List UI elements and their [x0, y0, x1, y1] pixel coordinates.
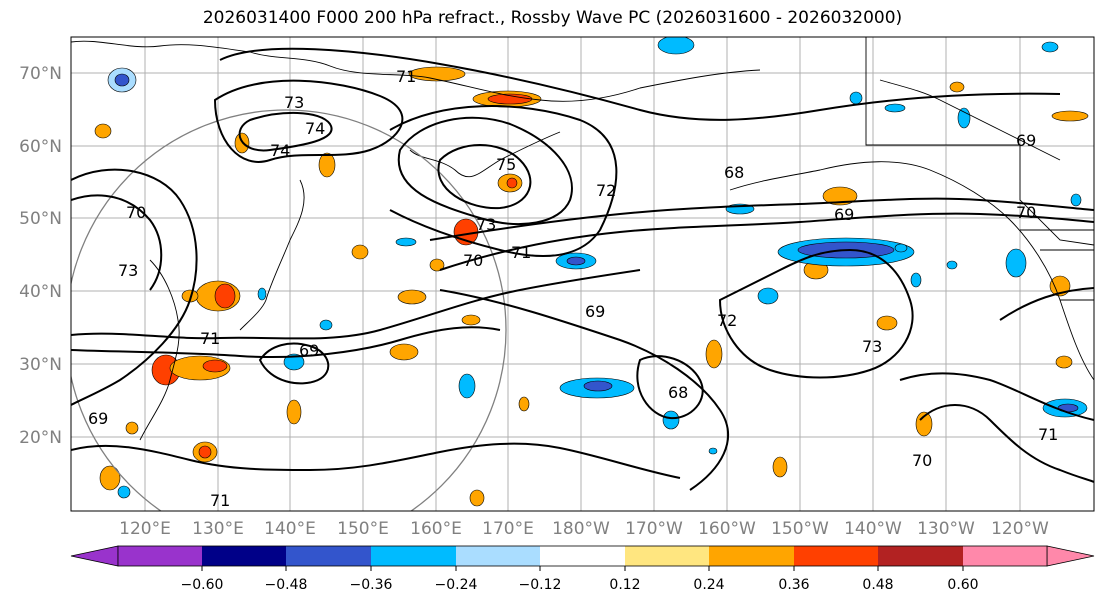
lon-label: 170°E [482, 519, 534, 539]
contour-label: 72 [596, 181, 616, 200]
colorbar-swatch [625, 546, 709, 566]
refractivity-contours [71, 47, 1094, 491]
contour-label: 70 [912, 451, 932, 470]
contour-label: 71 [1038, 425, 1058, 444]
graticule [71, 37, 1094, 511]
lon-label: 140°E [264, 519, 316, 539]
colorbar-left-extension [70, 545, 119, 567]
contour-label: 68 [668, 383, 688, 402]
lat-label: 30°N [19, 355, 62, 375]
map-frame [70, 36, 1095, 512]
influence-circle [71, 109, 507, 511]
contour-label: 73 [862, 337, 882, 356]
contour-label: 70 [126, 203, 146, 222]
lat-label: 60°N [19, 137, 62, 157]
lat-label: 50°N [19, 209, 62, 229]
contour-label: 70 [1016, 203, 1036, 222]
colorbar-tick: −0.36 [350, 577, 393, 593]
colorbar-tick: 0.60 [947, 577, 978, 593]
colorbar-tick: 0.48 [862, 577, 893, 593]
colorbar: −0.60 −0.48 −0.36 −0.24 −0.12 0.12 0.24 … [70, 545, 1095, 593]
longitude-labels: 120°E 130°E 140°E 150°E 160°E 170°E 180°… [119, 519, 1049, 539]
lat-label: 40°N [19, 282, 62, 302]
colorbar-tick: 0.24 [693, 577, 724, 593]
lon-label: 170°W [625, 519, 683, 539]
contour-label: 68 [724, 163, 744, 182]
lon-label: 130°W [917, 519, 975, 539]
colorbar-swatch [794, 546, 878, 566]
contour-label: 69 [834, 205, 854, 224]
latitude-labels: 70°N 60°N 50°N 40°N 30°N 20°N [19, 64, 62, 448]
colorbar-swatch [456, 546, 540, 566]
lon-label: 160°E [410, 519, 462, 539]
colorbar-tick: 0.36 [778, 577, 809, 593]
colorbar-right-extension [1046, 545, 1095, 567]
colorbar-swatch [118, 546, 202, 566]
lat-label: 70°N [19, 64, 62, 84]
lon-label: 120°W [991, 519, 1049, 539]
contour-label: 75 [496, 155, 516, 174]
lon-label: 120°E [119, 519, 171, 539]
contour-label: 69 [88, 409, 108, 428]
colorbar-swatch [540, 546, 625, 566]
contour-labels: 71 73 74 74 75 72 73 71 70 69 69 68 72 7… [88, 67, 1058, 510]
contour-label: 74 [305, 119, 325, 138]
colorbar-swatch [963, 546, 1047, 566]
contour-label: 70 [463, 251, 483, 270]
colorbar-tick: −0.24 [435, 577, 478, 593]
lon-label: 130°E [192, 519, 244, 539]
lon-label: 150°E [337, 519, 389, 539]
lon-label: 140°W [844, 519, 902, 539]
contour-label: 71 [511, 243, 531, 262]
map-area [71, 37, 1094, 511]
contour-label: 73 [284, 93, 304, 112]
colorbar-tick: −0.60 [181, 577, 224, 593]
lon-label: 180°W [552, 519, 610, 539]
lon-label: 150°W [771, 519, 829, 539]
contour-label: 74 [270, 141, 290, 160]
contour-label: 73 [118, 261, 138, 280]
contour-label: 69 [585, 302, 605, 321]
contour-label: 72 [717, 311, 737, 330]
contour-label: 69 [299, 341, 319, 360]
lon-label: 160°W [698, 519, 756, 539]
colorbar-tick: −0.48 [265, 577, 308, 593]
contour-label: 69 [1016, 131, 1036, 150]
colorbar-swatch [286, 546, 371, 566]
contour-label: 71 [210, 491, 230, 510]
contour-label: 71 [200, 329, 220, 348]
contour-label: 73 [476, 215, 496, 234]
colorbar-swatch [371, 546, 456, 566]
colorbar-tick: 0.12 [609, 577, 640, 593]
colorbar-swatch [709, 546, 794, 566]
colorbar-swatch [878, 546, 963, 566]
lat-label: 20°N [19, 428, 62, 448]
contour-label: 71 [396, 67, 416, 86]
colorbar-outline [117, 545, 1048, 567]
map-title: 2026031400 F000 200 hPa refract., Rossby… [202, 8, 903, 28]
colorbar-swatch [202, 546, 286, 566]
colorbar-tick: −0.12 [519, 577, 562, 593]
